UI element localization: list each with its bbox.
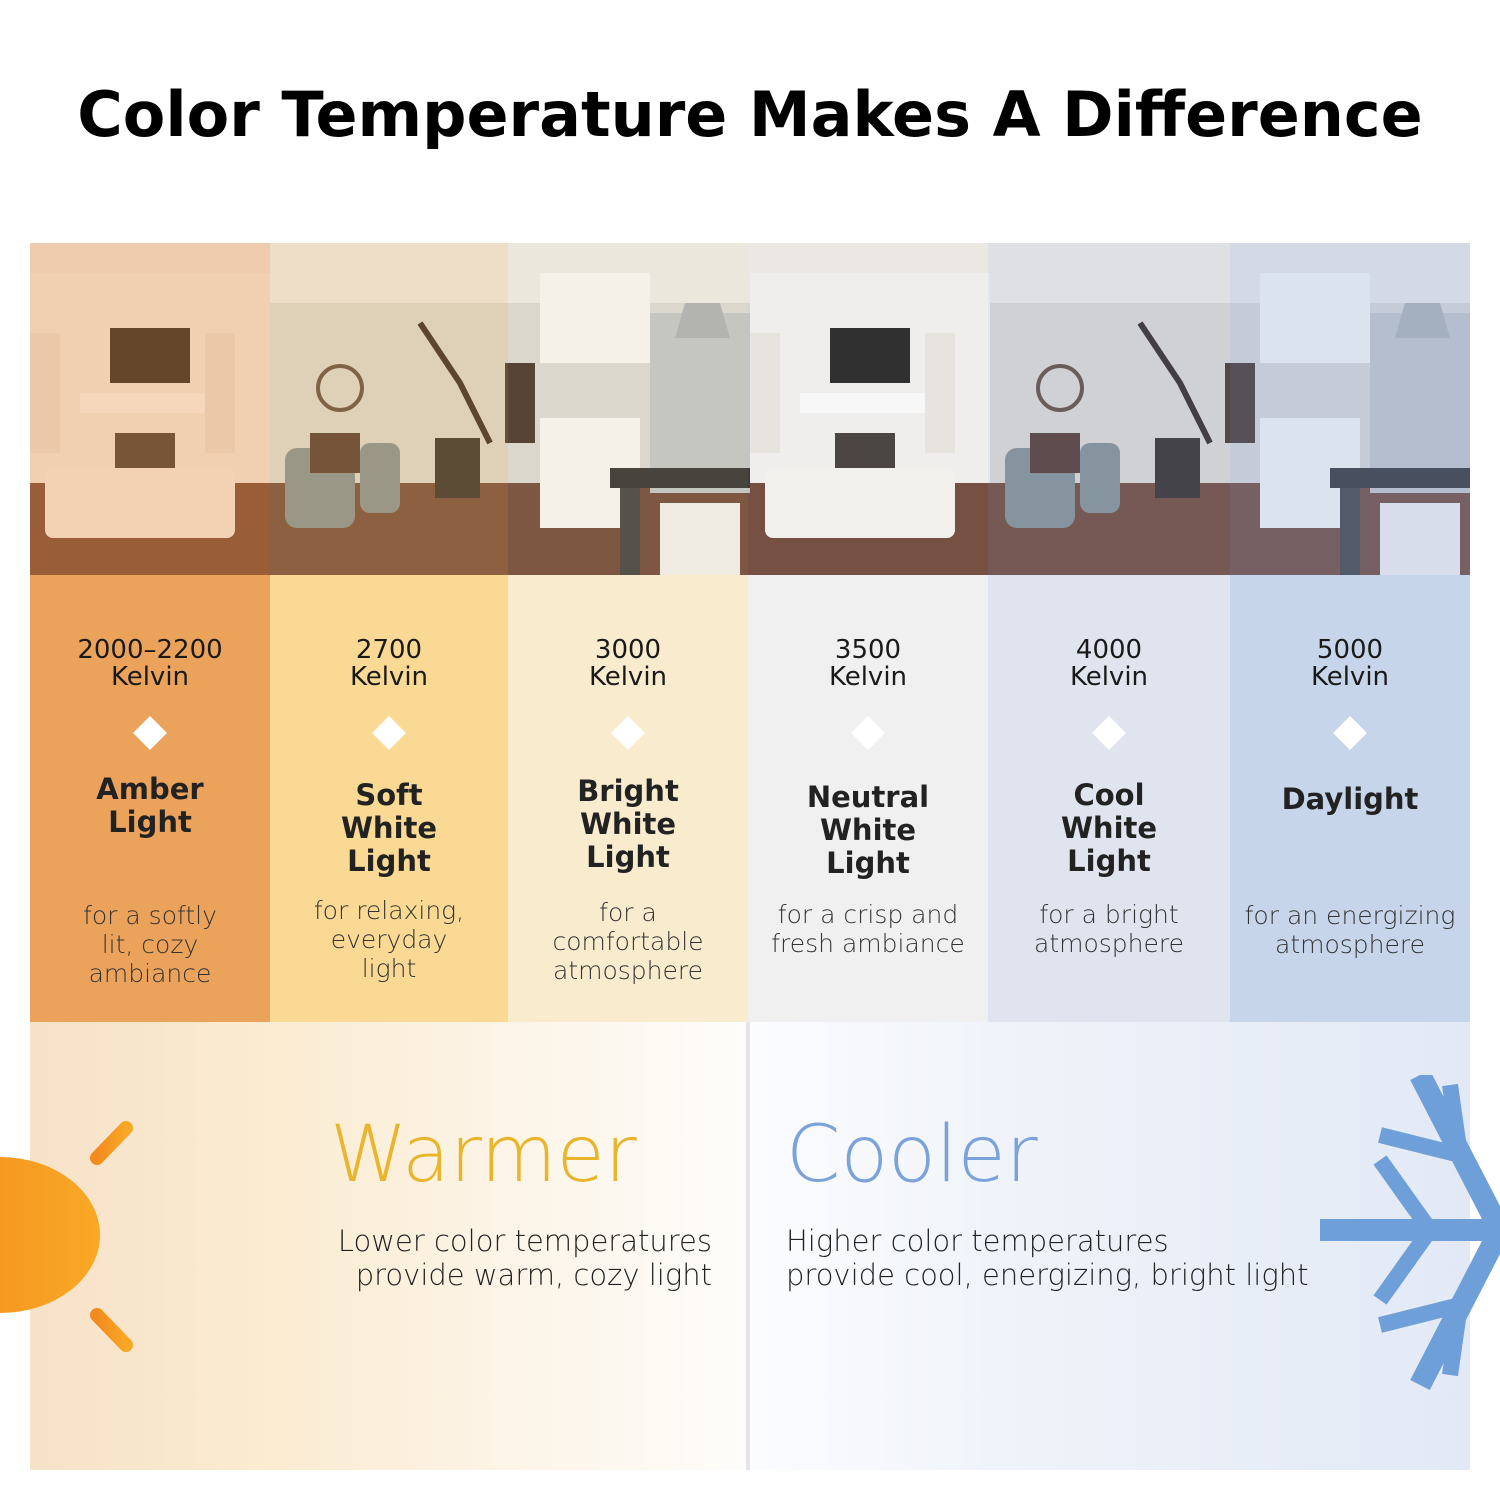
column-bright-white: 3000 Kelvin Bright White Light for a comfort… <box>508 575 748 1022</box>
diamond-icon <box>372 716 406 750</box>
warmer-panel <box>30 1022 746 1470</box>
kelvin-number: 2000–2200 <box>77 635 223 665</box>
divider <box>746 1022 750 1470</box>
diamond-icon <box>133 716 167 750</box>
light-description: for relaxing, everyday light <box>270 896 508 983</box>
name-line: Daylight <box>1281 782 1419 816</box>
warmer-description: Lower color temperatures provide warm, co… <box>338 1224 712 1292</box>
name-line: Light <box>826 846 910 880</box>
kelvin-unit: Kelvin <box>1310 662 1390 692</box>
name-line: Amber <box>96 772 204 806</box>
desc-line: for relaxing, <box>313 896 465 925</box>
photo-tint-soft-white <box>270 243 508 575</box>
light-name: Neutral White Light <box>748 781 988 880</box>
kelvin-value: 5000 Kelvin <box>1230 637 1470 691</box>
kelvin-number: 3500 <box>834 635 902 665</box>
diamond-icon <box>611 716 645 750</box>
column-cool-white: 4000 Kelvin Cool White Light for a bright at… <box>988 575 1230 1022</box>
diamond-icon <box>1092 716 1126 750</box>
desc-line: ambiance <box>88 959 212 988</box>
desc-line: provide cool, energizing, bright light <box>786 1258 1309 1292</box>
photo-tint-bright-white <box>508 243 748 575</box>
light-description: for a comfortable atmosphere <box>508 898 748 985</box>
name-line: Light <box>586 840 670 874</box>
name-line: Cool <box>1073 778 1145 812</box>
warmer-heading: Warmer <box>330 1110 637 1200</box>
desc-line: comfortable <box>552 927 704 956</box>
kelvin-value: 2000–2200 Kelvin <box>30 637 270 691</box>
desc-line: everyday <box>330 925 448 954</box>
kelvin-unit: Kelvin <box>588 662 668 692</box>
name-line: Soft <box>355 778 423 812</box>
name-line: Bright <box>577 774 679 808</box>
desc-line: Higher color temperatures <box>786 1224 1169 1258</box>
name-line: White <box>340 811 438 845</box>
light-description: for a softly lit, cozy ambiance <box>30 901 270 988</box>
desc-line: fresh ambiance <box>771 929 965 958</box>
name-line: Light <box>1067 844 1151 878</box>
diamond-icon <box>1333 716 1367 750</box>
desc-line: atmosphere <box>553 956 703 985</box>
room-photo-strip <box>30 243 1470 575</box>
name-line: White <box>1060 811 1158 845</box>
name-line: Light <box>108 805 192 839</box>
light-name: Soft White Light <box>270 779 508 878</box>
name-line: Neutral <box>806 780 930 814</box>
photo-tint-cool-white <box>988 243 1230 575</box>
cooler-description: Higher color temperatures provide cool, e… <box>786 1224 1309 1292</box>
photo-tint-amber <box>30 243 270 575</box>
desc-line: for an energizing <box>1244 901 1456 930</box>
desc-line: lit, cozy <box>101 930 199 959</box>
kelvin-unit: Kelvin <box>1069 662 1149 692</box>
snowflake-icon <box>1320 1075 1500 1391</box>
light-description: for an energizing atmosphere <box>1230 901 1470 959</box>
light-name: Cool White Light <box>988 779 1230 878</box>
desc-line: for a crisp and <box>777 900 959 929</box>
desc-line: provide warm, cozy light <box>355 1258 712 1292</box>
name-line: White <box>819 813 917 847</box>
desc-line: atmosphere <box>1034 929 1184 958</box>
light-description: for a bright atmosphere <box>988 900 1230 958</box>
kelvin-value: 3000 Kelvin <box>508 637 748 691</box>
column-neutral-white: 3500 Kelvin Neutral White Light for a crisp… <box>748 575 988 1022</box>
photo-tint-neutral-white <box>748 243 988 575</box>
light-name: Bright White Light <box>508 775 748 874</box>
desc-line: for a bright <box>1039 900 1179 929</box>
photo-tint-daylight <box>1230 243 1470 575</box>
name-line: White <box>579 807 677 841</box>
desc-line: for a softly <box>83 901 217 930</box>
desc-line: Lower color temperatures <box>337 1224 712 1258</box>
light-name: Daylight <box>1230 783 1470 816</box>
name-line: Light <box>347 844 431 878</box>
diamond-icon <box>851 716 885 750</box>
column-soft-white: 2700 Kelvin Soft White Light for relaxing, e… <box>270 575 508 1022</box>
column-amber: 2000–2200 Kelvin Amber Light for a softly l… <box>30 575 270 1022</box>
kelvin-number: 5000 <box>1316 635 1384 665</box>
kelvin-value: 4000 Kelvin <box>988 637 1230 691</box>
warm-cool-comparison: Warmer Lower color temperatures provide w… <box>30 1022 1470 1470</box>
kelvin-unit: Kelvin <box>110 662 190 692</box>
desc-line: atmosphere <box>1275 930 1425 959</box>
page-title: Color Temperature Makes A Difference <box>77 78 1423 151</box>
kelvin-value: 2700 Kelvin <box>270 637 508 691</box>
kelvin-unit: Kelvin <box>828 662 908 692</box>
kelvin-number: 3000 <box>594 635 662 665</box>
column-daylight: 5000 Kelvin Daylight for an energizing atm… <box>1230 575 1470 1022</box>
light-description: for a crisp and fresh ambiance <box>748 900 988 958</box>
light-name: Amber Light <box>30 773 270 839</box>
sun-icon <box>0 1073 177 1397</box>
temperature-columns: 2000–2200 Kelvin Amber Light for a softly l… <box>30 575 1470 1022</box>
cooler-heading: Cooler <box>786 1110 1038 1200</box>
kelvin-number: 4000 <box>1075 635 1143 665</box>
kelvin-unit: Kelvin <box>349 662 429 692</box>
desc-line: for a <box>599 898 657 927</box>
kelvin-number: 2700 <box>355 635 423 665</box>
cooler-panel <box>752 1022 1470 1470</box>
desc-line: light <box>361 954 417 983</box>
kelvin-value: 3500 Kelvin <box>748 637 988 691</box>
